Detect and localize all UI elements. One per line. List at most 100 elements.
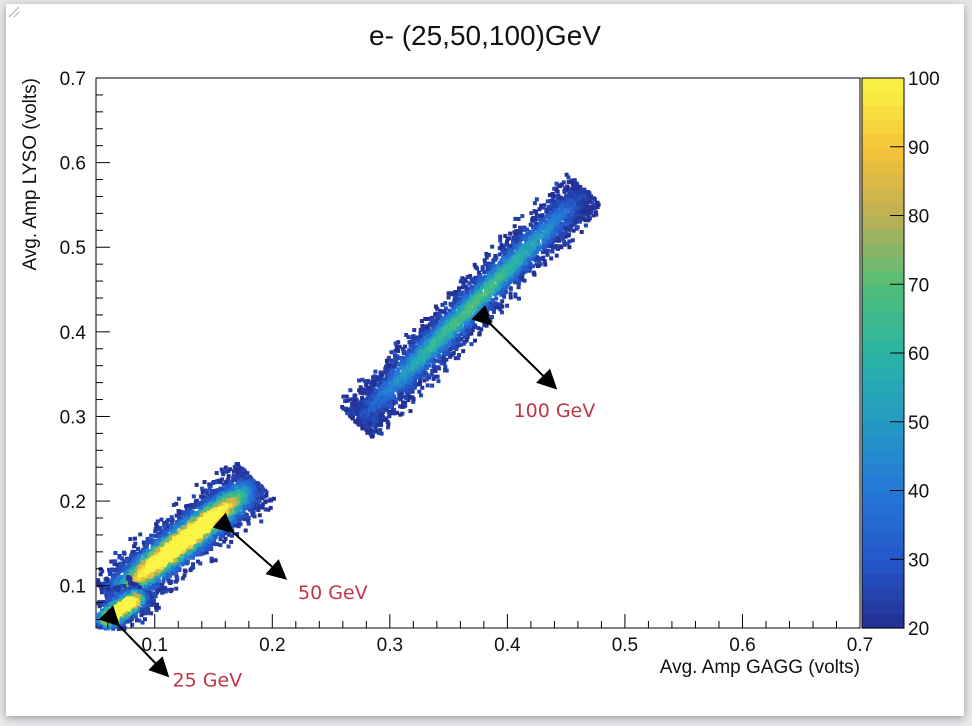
heatmap-cell	[433, 374, 438, 379]
heatmap-cell	[458, 342, 463, 347]
heatmap-cell	[375, 405, 380, 410]
heatmap-cell	[404, 390, 409, 395]
heatmap-cell	[585, 192, 590, 197]
heatmap-cell	[487, 296, 492, 301]
heatmap-cell	[426, 359, 431, 364]
heatmap-cell	[218, 508, 223, 513]
heatmap-cell	[136, 561, 141, 566]
heatmap-cell	[183, 518, 188, 523]
heatmap-cell	[367, 386, 372, 391]
heatmap-cell	[204, 550, 209, 555]
heatmap-cell	[508, 231, 513, 236]
heatmap-cell	[403, 344, 408, 349]
heatmap-cell	[443, 368, 448, 373]
heatmap-cell	[418, 327, 423, 332]
heatmap-cell	[520, 276, 525, 281]
heatmap-cell	[183, 569, 188, 574]
heatmap-cell	[151, 539, 156, 544]
heatmap-cell	[545, 199, 550, 204]
heatmap-cell	[369, 384, 374, 389]
heatmap-cell	[456, 289, 461, 294]
heatmap-cell	[386, 400, 391, 405]
heatmap-cell	[365, 396, 370, 401]
heatmap-cell	[471, 279, 476, 284]
heatmap-cell	[129, 565, 134, 570]
heatmap-cell	[508, 291, 513, 296]
heatmap-cell	[518, 246, 523, 251]
heatmap-cell	[379, 412, 384, 417]
heatmap-cell	[521, 252, 526, 257]
heatmap-cell	[423, 335, 428, 340]
heatmap-cell	[595, 200, 600, 205]
heatmap-cell	[593, 210, 598, 215]
heatmap-cell	[550, 217, 555, 222]
heatmap-cell	[415, 360, 420, 365]
heatmap-cell	[380, 388, 385, 393]
heatmap-cell	[345, 398, 350, 403]
heatmap-cell	[556, 236, 561, 241]
heatmap-cell	[435, 329, 440, 334]
heatmap-cell	[461, 315, 466, 320]
heatmap-cell	[559, 234, 564, 239]
heatmap-cell	[439, 343, 444, 348]
heatmap-cell	[429, 372, 434, 377]
heatmap-cell	[354, 410, 359, 415]
heatmap-cell	[512, 259, 517, 264]
heatmap-cell	[406, 373, 411, 378]
heatmap-cell	[201, 509, 206, 514]
heatmap-cell	[586, 208, 591, 213]
heatmap-cell	[547, 241, 552, 246]
heatmap-cell	[507, 236, 512, 241]
heatmap-cell	[419, 349, 424, 354]
heatmap-cell	[499, 242, 504, 247]
heatmap-cell	[378, 396, 383, 401]
heatmap-cell	[441, 357, 446, 362]
heatmap-cell	[361, 397, 366, 402]
heatmap-cell	[343, 407, 348, 412]
heatmap-cell	[407, 348, 412, 353]
heatmap-cell	[407, 390, 412, 395]
heatmap-cell	[149, 533, 154, 538]
heatmap-cell	[475, 288, 480, 293]
heatmap-cell	[525, 241, 530, 246]
heatmap-cell	[400, 389, 405, 394]
heatmap-cell	[379, 392, 384, 397]
heatmap-cell	[408, 369, 413, 374]
heatmap-cell	[378, 379, 383, 384]
heatmap-cell	[500, 250, 505, 255]
heatmap-cell	[373, 429, 378, 434]
heatmap-cell	[580, 193, 585, 198]
heatmap-cell	[486, 252, 491, 257]
heatmap-cell	[569, 211, 574, 216]
heatmap-cell	[545, 252, 550, 257]
heatmap-cell	[409, 388, 414, 393]
heatmap-cell	[513, 276, 518, 281]
heatmap-cell	[209, 556, 214, 561]
heatmap-cell	[420, 385, 425, 390]
heatmap-cell	[271, 496, 276, 501]
heatmap-cell	[394, 381, 399, 386]
heatmap-cell	[382, 377, 387, 382]
heatmap-cell	[356, 400, 361, 405]
heatmap-cell	[494, 305, 499, 310]
heatmap-cell	[369, 381, 374, 386]
heatmap-cell	[223, 465, 228, 470]
heatmap-cell	[535, 215, 540, 220]
heatmap-cell	[567, 203, 572, 208]
heatmap-cell	[214, 471, 219, 476]
heatmap-cell	[555, 210, 560, 215]
heatmap-cell	[526, 252, 531, 257]
heatmap-cell	[397, 376, 402, 381]
heatmap-cell	[182, 549, 187, 554]
heatmap-cell	[461, 349, 466, 354]
heatmap-cell	[549, 256, 554, 261]
heatmap-cell	[420, 362, 425, 367]
heatmap-cell	[135, 552, 140, 557]
heatmap-cell	[478, 288, 483, 293]
heatmap-cell	[477, 277, 482, 282]
heatmap-cell	[559, 223, 564, 228]
heatmap-cell	[366, 400, 371, 405]
heatmap-cell	[190, 505, 195, 510]
heatmap-cell	[174, 574, 179, 579]
heatmap-cell	[172, 563, 177, 568]
